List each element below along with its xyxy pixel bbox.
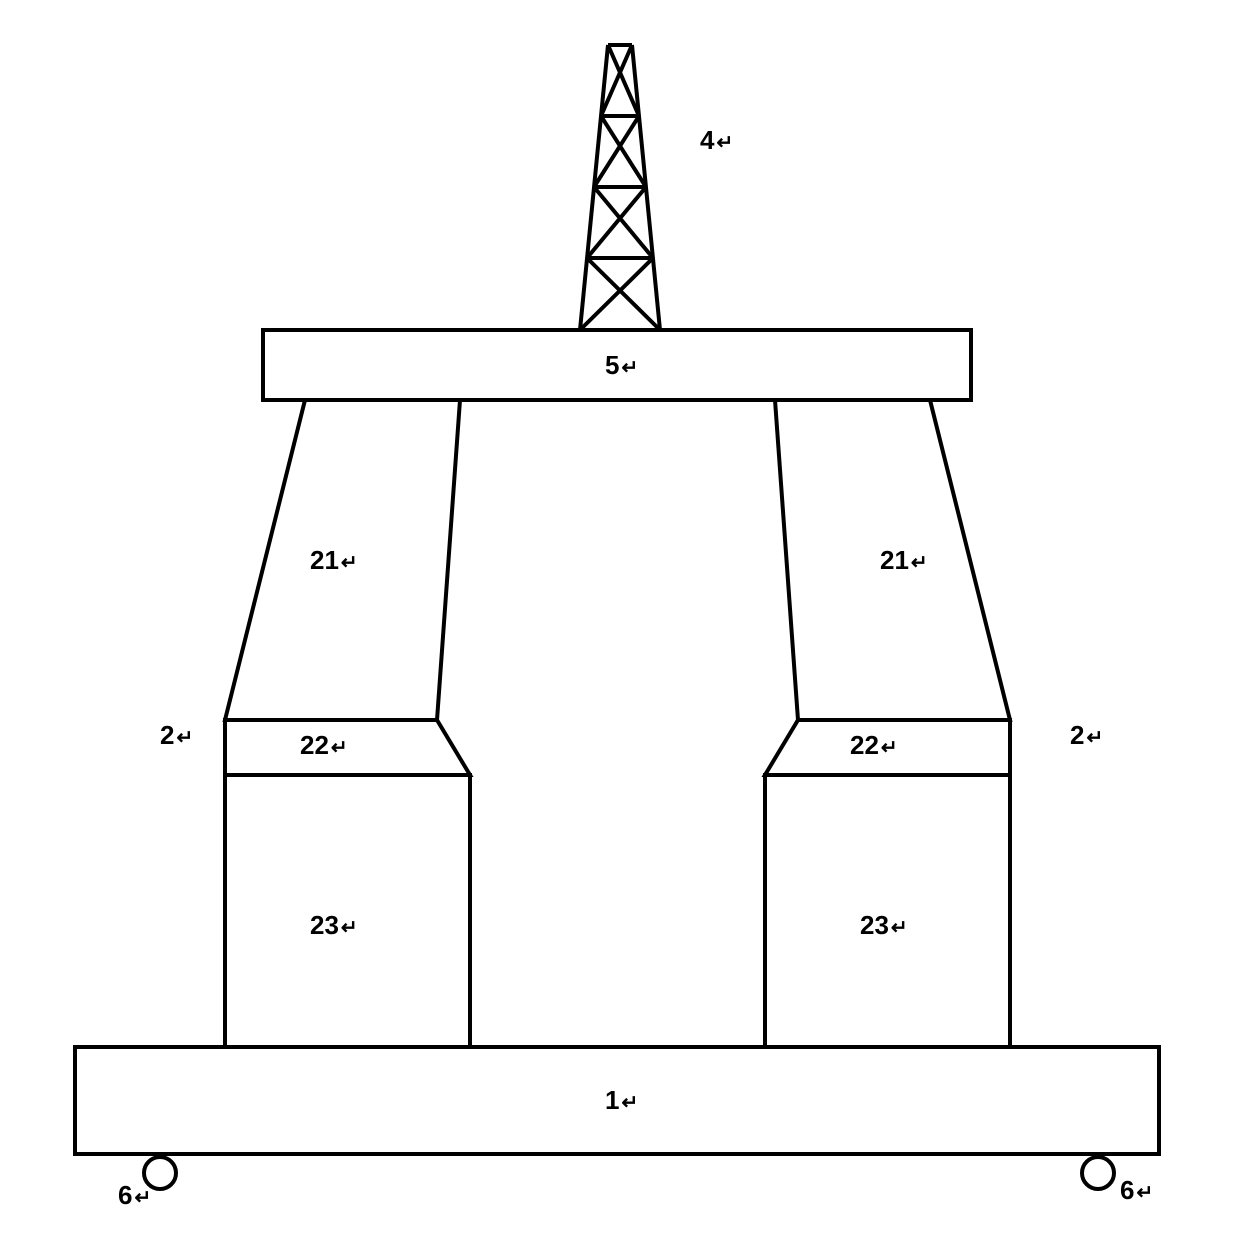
diagram-svg xyxy=(0,0,1234,1243)
label-topsection-right: 21↵ xyxy=(880,545,928,576)
label-middlesection-right: 22↵ xyxy=(850,730,898,761)
label-deck: 5↵ xyxy=(605,350,638,381)
wheel-right xyxy=(1082,1157,1114,1189)
label-tower: 4↵ xyxy=(700,125,733,156)
label-lowersection-left: 23↵ xyxy=(310,910,358,941)
label-lowersection-right: 23↵ xyxy=(860,910,908,941)
label-wheel-left: 6↵ xyxy=(118,1180,151,1211)
label-base: 1↵ xyxy=(605,1085,638,1116)
label-topsection-left: 21↵ xyxy=(310,545,358,576)
derrick-tower xyxy=(580,45,660,330)
platform-diagram: 1↵ 2↵ 2↵ 21↵ 21↵ 22↵ 22↵ 23↵ 23↵ 4↵ 5↵ 6… xyxy=(0,0,1234,1243)
label-column-outer-right: 2↵ xyxy=(1070,720,1103,751)
label-wheel-right: 6↵ xyxy=(1120,1175,1153,1206)
label-column-outer-left: 2↵ xyxy=(160,720,193,751)
label-middlesection-left: 22↵ xyxy=(300,730,348,761)
